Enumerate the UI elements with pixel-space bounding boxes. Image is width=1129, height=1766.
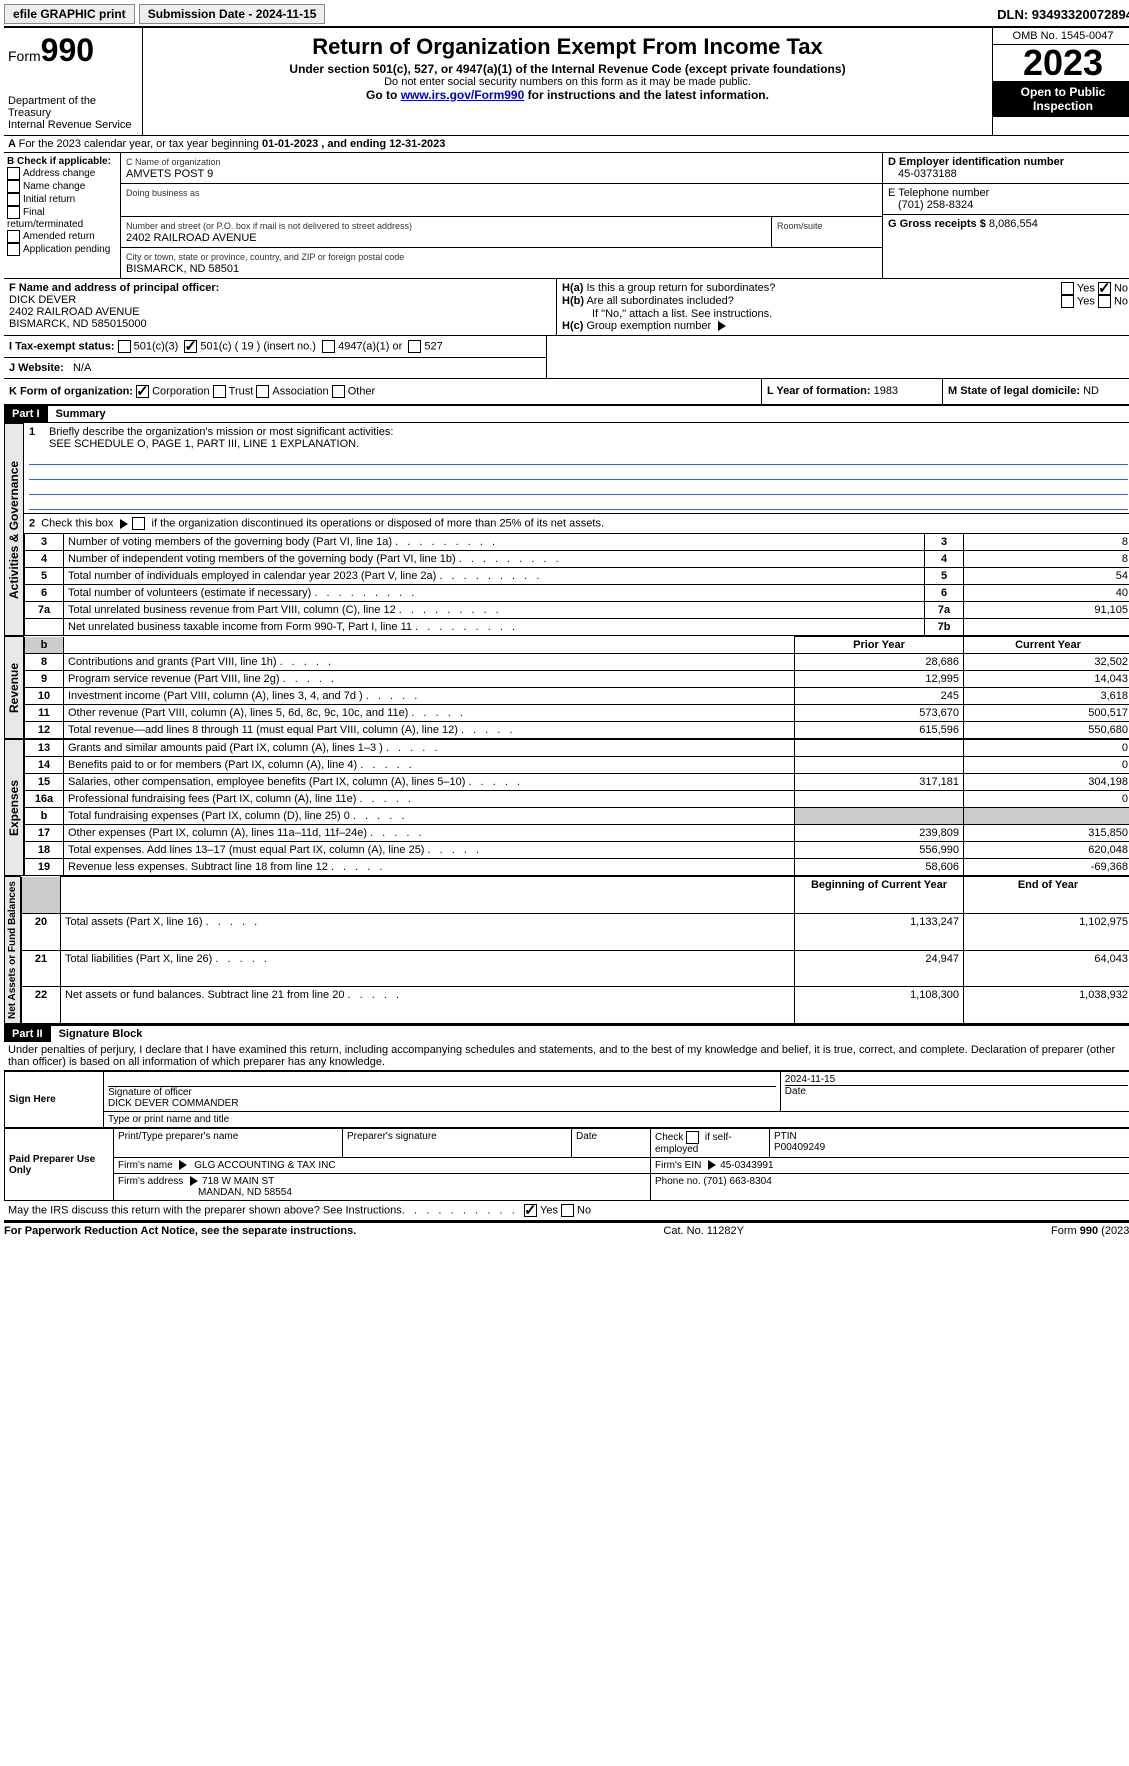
box-m: M State of legal domicile: ND [942,379,1129,404]
expenses-table: 13Grants and similar amounts paid (Part … [24,739,1129,876]
cb-hb-yes[interactable] [1061,295,1074,308]
cb-discontinued[interactable] [132,517,145,530]
box-k: K Form of organization: Corporation Trus… [4,379,761,404]
sign-here-label: Sign Here [5,1072,104,1128]
cb-hb-no[interactable] [1098,295,1111,308]
org-city: BISMARCK, ND 58501 [126,263,239,275]
cb-self-employed[interactable] [686,1131,699,1144]
form-subtitle: Under section 501(c), 527, or 4947(a)(1)… [153,62,982,76]
box-h: H(a) Is this a group return for subordin… [557,279,1129,335]
irs-link[interactable]: www.irs.gov/Form990 [401,88,525,102]
tax-year: 2023 [993,45,1129,81]
line-a-period: A For the 2023 calendar year, or tax yea… [4,136,1129,153]
page-footer: For Paperwork Reduction Act Notice, see … [4,1222,1129,1237]
dept-treasury: Department of the Treasury [8,95,138,119]
signature-table: Sign Here Signature of officerDICK DEVER… [4,1071,1129,1128]
cb-discuss-no[interactable] [561,1204,574,1217]
firm-addr: 718 W MAIN ST [202,1176,274,1187]
cb-final-return[interactable] [7,206,20,219]
cb-other[interactable] [332,385,345,398]
section-governance: Activities & Governance [4,423,24,636]
cb-ha-yes[interactable] [1061,282,1074,295]
firm-name: GLG ACCOUNTING & TAX INC [194,1160,335,1171]
cb-name-change[interactable] [7,180,20,193]
entity-info-block: B Check if applicable: Address change Na… [4,153,1129,279]
goto-line: Go to www.irs.gov/Form990 for instructio… [153,88,982,102]
governance-table: 3Number of voting members of the governi… [24,533,1129,636]
cb-501c3[interactable] [118,340,131,353]
efile-print-button[interactable]: efile GRAPHIC print [4,4,135,24]
box-l: L Year of formation: 1983 [761,379,942,404]
top-bar: efile GRAPHIC print Submission Date - 20… [4,4,1129,28]
firm-ein: 45-0343991 [720,1160,773,1171]
sig-date: 2024-11-15 [785,1074,835,1085]
form-title: Return of Organization Exempt From Incom… [153,34,982,60]
box-e: E Telephone number(701) 258-8324 [883,184,1129,215]
part2-header: Part IISignature Block [4,1026,1129,1042]
cb-527[interactable] [408,340,421,353]
box-b: B Check if applicable: Address change Na… [4,153,121,278]
cb-501c[interactable] [184,340,197,353]
box-g: G Gross receipts $ 8,086,554 [883,215,1129,233]
box-c: C Name of organizationAMVETS POST 9 Doin… [121,153,882,278]
cb-assoc[interactable] [256,385,269,398]
irs-label: Internal Revenue Service [8,119,138,131]
section-netassets: Net Assets or Fund Balances [4,876,21,1024]
cb-discuss-yes[interactable] [524,1204,537,1217]
cb-app-pending[interactable] [7,243,20,256]
preparer-table: Paid Preparer Use Only Print/Type prepar… [4,1128,1129,1201]
cb-initial-return[interactable] [7,193,20,206]
public-inspection: Open to Public Inspection [993,81,1129,117]
firm-phone: (701) 663-8304 [703,1176,771,1187]
arrow-icon [179,1160,187,1170]
cb-ha-no[interactable] [1098,282,1111,295]
cb-trust[interactable] [213,385,226,398]
ssn-warning: Do not enter social security numbers on … [153,76,982,88]
section-expenses: Expenses [4,739,24,876]
box-j: J Website: N/A [4,358,546,378]
arrow-icon [120,519,128,529]
box-i: I Tax-exempt status: 501(c)(3) 501(c) ( … [4,336,546,358]
box-d: D Employer identification number45-03731… [883,153,1129,184]
ptin: P00409249 [774,1142,825,1153]
discuss-line: May the IRS discuss this return with the… [4,1201,1129,1222]
arrow-icon [190,1176,198,1186]
paid-preparer-label: Paid Preparer Use Only [5,1129,114,1201]
box-f: F Name and address of principal officer:… [4,279,557,335]
cb-address-change[interactable] [7,167,20,180]
form-number: Form990 [8,32,138,69]
netassets-table: Beginning of Current YearEnd of Year 20T… [21,876,1129,1024]
org-street: 2402 RAILROAD AVENUE [126,232,257,244]
officer-name: DICK DEVER COMMANDER [108,1098,239,1109]
org-name: AMVETS POST 9 [126,168,213,180]
dln-label: DLN: 93493320072894 [997,7,1129,22]
form-header: Form990 Department of the Treasury Inter… [4,28,1129,136]
cb-corp[interactable] [136,385,149,398]
part1-header: Part ISummary [4,406,1129,422]
section-revenue: Revenue [4,636,24,739]
revenue-table: bPrior YearCurrent Year 8Contributions a… [24,636,1129,739]
cb-4947[interactable] [322,340,335,353]
arrow-icon [708,1160,716,1170]
submission-date-button[interactable]: Submission Date - 2024-11-15 [139,4,326,24]
mission-text: SEE SCHEDULE O, PAGE 1, PART III, LINE 1… [49,438,359,450]
arrow-icon [718,321,726,331]
perjury-declaration: Under penalties of perjury, I declare th… [4,1042,1129,1071]
cb-amended[interactable] [7,230,20,243]
